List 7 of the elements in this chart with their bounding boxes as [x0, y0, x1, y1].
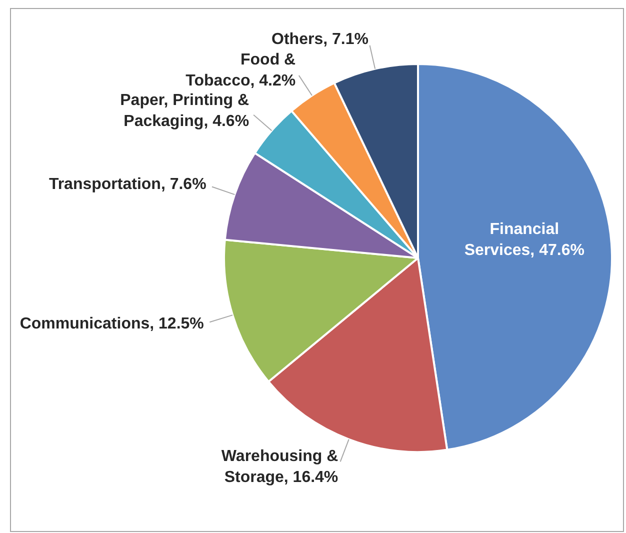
slice-label: Communications, 12.5% [20, 315, 204, 332]
slice-label: Others, 7.1% [272, 30, 368, 48]
slice-label: Transportation, 7.6% [48, 176, 206, 194]
slice-label: Warehousing & Storage, 16.4% [221, 448, 339, 486]
slice-label: Paper, Printing & Packaging, 4.6% [120, 92, 250, 130]
slice-label: Food & Tobacco, 4.2% [186, 51, 296, 90]
slice-label: Financial Services, 47.6% [464, 220, 584, 259]
